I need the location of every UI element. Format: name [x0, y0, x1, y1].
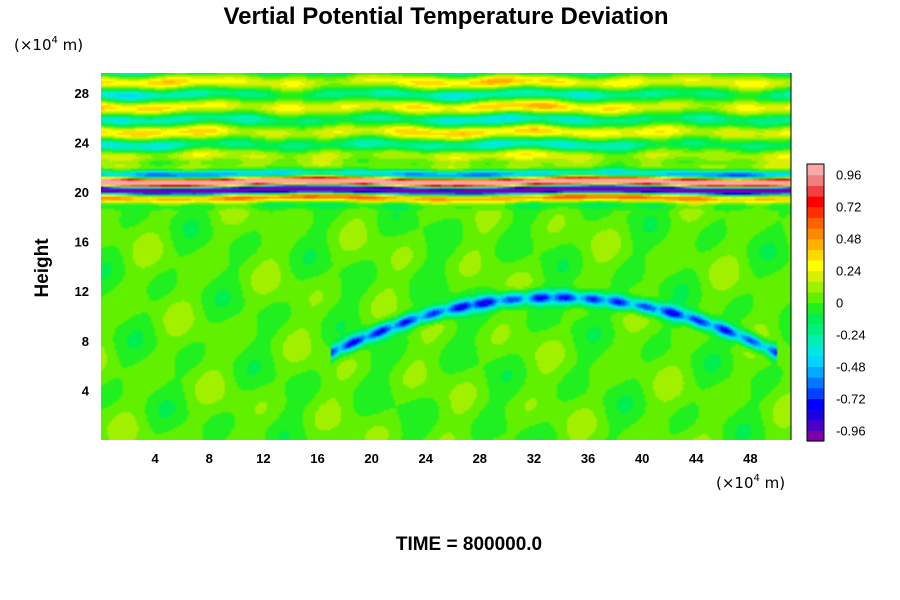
x-tick-label: 16 — [310, 451, 324, 466]
colorbar-label: 0.48 — [836, 232, 861, 247]
colorbar-swatch — [807, 302, 824, 314]
colorbar-swatch — [807, 355, 824, 368]
colorbar-swatch — [807, 259, 824, 272]
x-tick-label: 44 — [689, 451, 704, 466]
colorbar-swatch — [807, 174, 824, 186]
y-tick-label: 20 — [75, 185, 89, 200]
colorbar-swatch — [807, 238, 824, 250]
x-tick-label: 8 — [206, 451, 213, 466]
x-tick-labels: 4 8 12 16 20 24 28 32 36 40 44 48 — [152, 451, 758, 466]
colorbar-swatch — [807, 195, 824, 208]
y-tick-label: 16 — [75, 235, 89, 250]
heatmap-image — [101, 73, 791, 440]
colorbar-swatch — [807, 377, 824, 389]
x-tick-label: 48 — [743, 451, 757, 466]
colorbar-swatch — [807, 323, 824, 336]
colorbar-swatch — [807, 185, 824, 197]
colorbar-swatch — [807, 409, 824, 421]
colorbar-swatch — [807, 227, 824, 240]
y-tick-label: 8 — [82, 334, 89, 349]
y-axis-label: Height — [32, 238, 53, 298]
colorbar-swatch — [807, 366, 824, 378]
colorbar: 0.96 0.72 0.48 0.24 0 -0.24 -0.48 -0.72 -0.96 — [806, 163, 866, 442]
colorbar-border — [806, 163, 825, 442]
colorbar-label: -0.48 — [836, 359, 866, 374]
colorbar-swatch — [807, 270, 824, 282]
x-tick-label: 4 — [152, 451, 160, 466]
colorbar-label: 0.96 — [836, 168, 861, 183]
x-tick-label: 32 — [527, 451, 541, 466]
y-axis-unit: (×104 m) — [14, 35, 83, 54]
colorbar-swatch — [807, 430, 824, 442]
colorbar-swatch — [807, 387, 824, 399]
colorbar-swatch — [807, 419, 824, 431]
chart-title: Vertial Potential Temperature Deviation — [223, 3, 668, 30]
colorbar-swatch — [807, 217, 824, 229]
time-label: TIME = 800000.0 — [396, 534, 542, 555]
colorbar-label: -0.96 — [836, 423, 866, 438]
colorbar-swatch — [807, 249, 824, 261]
y-tick-labels: 4 8 12 16 20 24 28 — [75, 86, 90, 399]
x-tick-label: 12 — [256, 451, 270, 466]
y-tick-label: 4 — [82, 383, 90, 398]
colorbar-label: -0.72 — [836, 391, 866, 406]
x-tick-label: 24 — [418, 451, 433, 466]
colorbar-swatch — [807, 398, 824, 410]
x-tick-label: 40 — [635, 451, 649, 466]
colorbar-swatch — [807, 291, 824, 304]
y-tick-label: 12 — [75, 284, 89, 299]
y-tick-label: 24 — [75, 135, 90, 150]
colorbar-swatch — [807, 281, 824, 293]
colorbar-swatch — [807, 313, 824, 325]
colorbar-swatch — [807, 334, 824, 346]
plot-area — [101, 73, 792, 440]
x-tick-label: 28 — [473, 451, 487, 466]
x-tick-label: 36 — [581, 451, 595, 466]
y-tick-label: 28 — [75, 86, 89, 101]
x-axis-unit: (×104 m) — [716, 473, 785, 492]
colorbar-swatch — [807, 345, 824, 357]
x-tick-label: 20 — [364, 451, 378, 466]
colorbar-label: 0.72 — [836, 200, 861, 215]
colorbar-label: 0.24 — [836, 264, 861, 279]
colorbar-swatch — [807, 206, 824, 218]
colorbar-label: 0 — [836, 296, 843, 311]
colorbar-label: -0.24 — [836, 327, 866, 342]
colorbar-swatch — [807, 164, 824, 176]
